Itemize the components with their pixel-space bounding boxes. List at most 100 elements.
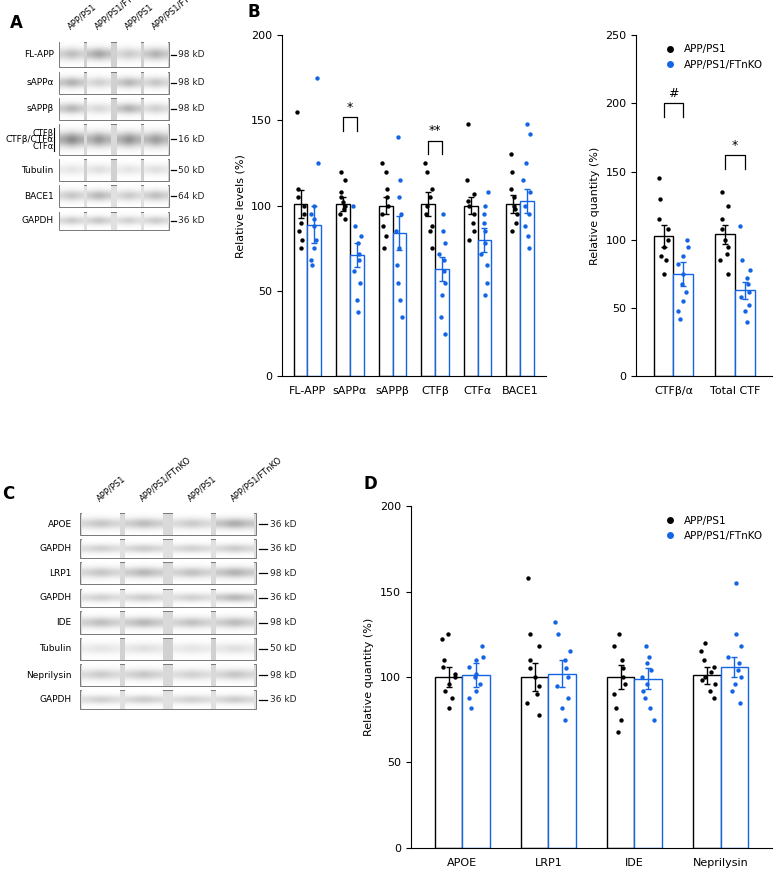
Point: [437, 225, 449, 239]
Text: sAPPβ: sAPPβ: [27, 104, 54, 114]
Text: CTFα: CTFα: [32, 142, 54, 150]
Point: [468, 187, 480, 201]
Point: [478, 216, 491, 230]
Text: LRP1: LRP1: [49, 569, 72, 578]
Bar: [421, 204, 435, 377]
Text: Tubulin: Tubulin: [21, 165, 54, 175]
Point: [562, 670, 574, 684]
Point: [698, 670, 711, 684]
Bar: [506, 204, 520, 377]
Point: [304, 253, 317, 267]
Bar: [548, 674, 576, 848]
Text: GAPDH: GAPDH: [40, 695, 72, 704]
Point: [396, 309, 409, 323]
Y-axis label: Relative quantity (%): Relative quantity (%): [590, 147, 600, 265]
Point: [735, 670, 747, 684]
Point: [636, 670, 649, 684]
Point: [722, 239, 734, 253]
Point: [394, 293, 406, 307]
Point: [465, 701, 477, 715]
Point: [421, 198, 434, 212]
Point: [741, 271, 753, 285]
Point: [291, 105, 303, 119]
Point: [438, 653, 450, 667]
Bar: [521, 677, 548, 848]
Bar: [58, 72, 169, 94]
Text: #: #: [668, 87, 679, 100]
Point: [660, 253, 672, 267]
Point: [436, 288, 448, 302]
Point: [333, 207, 346, 221]
Point: [530, 687, 543, 701]
Text: 36 kD: 36 kD: [270, 593, 296, 602]
Point: [612, 725, 624, 739]
Text: 36 kD: 36 kD: [270, 520, 296, 529]
Point: [310, 71, 323, 85]
Point: [506, 225, 519, 239]
Point: [292, 225, 305, 239]
Point: [560, 662, 573, 676]
Point: [522, 571, 534, 585]
Bar: [336, 204, 350, 377]
Point: [524, 185, 537, 199]
Bar: [58, 124, 169, 155]
Point: [734, 696, 746, 710]
Point: [292, 182, 305, 196]
Point: [716, 222, 729, 236]
Point: [335, 185, 347, 199]
Point: [392, 130, 405, 144]
Point: [435, 633, 448, 647]
Point: [441, 628, 454, 642]
Point: [736, 253, 749, 267]
Point: [439, 236, 452, 250]
Point: [551, 678, 563, 692]
Point: [677, 249, 690, 263]
Point: [470, 653, 482, 667]
Text: 16 kD: 16 kD: [178, 135, 204, 144]
Point: [475, 246, 488, 260]
Text: 50 kD: 50 kD: [178, 165, 204, 175]
Point: [304, 207, 317, 221]
Point: [673, 312, 686, 326]
Point: [708, 676, 721, 690]
Point: [438, 264, 450, 278]
Point: [426, 219, 438, 233]
Text: 98 kD: 98 kD: [178, 104, 204, 114]
Bar: [435, 269, 448, 377]
Text: C: C: [2, 485, 14, 503]
Point: [335, 191, 347, 205]
Point: [350, 293, 363, 307]
Point: [311, 156, 324, 170]
Point: [469, 670, 481, 684]
Point: [522, 230, 534, 244]
Bar: [693, 676, 721, 848]
Text: A: A: [10, 13, 23, 31]
Point: [353, 246, 365, 260]
Point: [510, 216, 523, 230]
Point: [654, 192, 667, 206]
Point: [353, 275, 366, 289]
Y-axis label: Relative quantity (%): Relative quantity (%): [364, 618, 374, 736]
Point: [679, 285, 692, 299]
Point: [610, 701, 622, 715]
Point: [715, 185, 728, 199]
Text: 98 kD: 98 kD: [270, 569, 296, 578]
Point: [463, 232, 475, 246]
Point: [733, 219, 746, 233]
Text: B: B: [248, 3, 261, 21]
Text: 98 kD: 98 kD: [270, 670, 296, 680]
Text: D: D: [363, 475, 378, 493]
Point: [519, 219, 531, 233]
Point: [729, 676, 742, 690]
Point: [523, 207, 535, 221]
Point: [376, 156, 388, 170]
Point: [505, 148, 518, 162]
Point: [337, 195, 349, 209]
Point: [722, 649, 735, 663]
Text: CTFβ: CTFβ: [33, 128, 54, 138]
Point: [439, 683, 452, 697]
Point: [480, 259, 493, 273]
Point: [743, 298, 756, 312]
Point: [523, 241, 535, 255]
Point: [563, 644, 576, 658]
